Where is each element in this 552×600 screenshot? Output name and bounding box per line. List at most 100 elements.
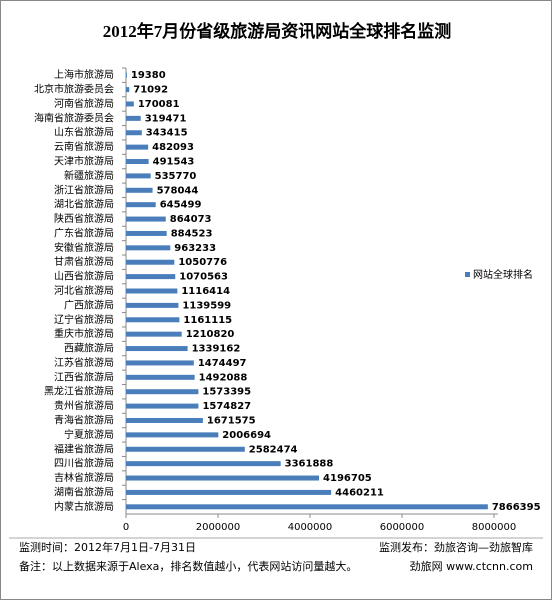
chart-title: 2012年7月份省级旅游局资讯网站全球排名监测	[103, 21, 452, 41]
y-tick-label: 黑龙江省旅游局	[44, 385, 114, 398]
y-tick-label: 江西省旅游局	[54, 370, 114, 383]
value-label: 1339162	[192, 344, 241, 355]
y-tick-label: 浙江省旅游局	[54, 183, 114, 196]
y-tick-label: 宁夏旅游局	[64, 428, 114, 441]
y-tick-label: 安徽省旅游局	[54, 241, 114, 254]
value-label: 491543	[153, 157, 195, 168]
bar	[126, 101, 134, 107]
y-tick-label: 辽宁省旅游局	[54, 313, 114, 326]
bar	[126, 475, 320, 481]
footer-text: 备注：以上数据来源于Alexa，排名数值越小，代表网站访问量越大。	[19, 559, 357, 573]
bar	[126, 461, 281, 467]
value-label: 1139599	[182, 300, 231, 311]
bar	[126, 72, 127, 78]
value-label: 1116414	[181, 286, 230, 297]
bar	[126, 202, 156, 208]
value-label: 1050776	[178, 257, 227, 268]
value-label: 4460211	[335, 487, 384, 498]
value-label: 1574827	[202, 401, 251, 412]
y-tick-label: 贵州省旅游局	[54, 399, 114, 412]
y-tick-label: 青海省旅游局	[54, 413, 114, 426]
bar	[126, 331, 182, 337]
value-label: 4196705	[323, 473, 372, 484]
bar	[126, 274, 176, 280]
footer-text: 劲旅网 www.ctcnn.com	[410, 559, 533, 573]
value-label: 578044	[157, 185, 199, 196]
x-tick-label: 2000000	[196, 522, 241, 533]
value-label: 1161115	[183, 315, 232, 326]
bar	[126, 302, 179, 308]
value-label: 535770	[155, 171, 197, 182]
y-tick-label: 云南省旅游局	[54, 140, 114, 153]
y-tick-label: 湖南省旅游局	[54, 485, 114, 498]
y-tick-label: 海南省旅游委员会	[34, 111, 114, 124]
y-tick-label: 新疆旅游局	[64, 169, 114, 182]
value-label: 2582474	[249, 444, 298, 455]
x-tick-label: 8000000	[472, 522, 517, 533]
value-label: 170081	[138, 99, 180, 110]
legend-swatch	[465, 272, 470, 277]
bar	[126, 504, 488, 510]
value-label: 645499	[160, 200, 202, 211]
y-tick-label: 湖北省旅游局	[54, 198, 114, 211]
y-tick-label: 河南省旅游局	[54, 97, 114, 110]
y-tick-label: 山西省旅游局	[54, 270, 114, 283]
value-label: 2006694	[222, 430, 271, 441]
y-tick-label: 重庆市旅游局	[54, 327, 114, 340]
legend-label: 网站全球排名	[473, 268, 533, 281]
y-tick-label: 北京市旅游委员会	[34, 83, 114, 96]
y-tick-label: 内蒙古旅游局	[54, 500, 114, 513]
bar	[126, 159, 149, 165]
bar	[126, 403, 199, 409]
y-tick-label: 山东省旅游局	[54, 126, 114, 139]
y-tick-label: 西藏旅游局	[64, 342, 114, 355]
bar	[126, 144, 149, 150]
y-tick-label: 上海市旅游局	[54, 68, 114, 81]
value-label: 319471	[145, 113, 187, 124]
bar	[126, 87, 130, 93]
y-tick-label: 广西旅游局	[64, 298, 114, 311]
bar	[126, 259, 175, 265]
value-label: 71092	[133, 85, 168, 96]
bar	[126, 173, 151, 179]
y-tick-label: 福建省旅游局	[54, 442, 114, 455]
value-label: 1210820	[186, 329, 235, 340]
bar	[126, 230, 167, 236]
value-label: 343415	[146, 128, 188, 139]
value-label: 19380	[131, 70, 166, 81]
value-label: 7866395	[492, 502, 541, 513]
bar	[126, 446, 245, 452]
footer-text: 监测时间：2012年7月1日-7月31日	[19, 540, 196, 554]
x-tick-label: 6000000	[380, 522, 425, 533]
y-tick-label: 广东省旅游局	[54, 226, 114, 239]
bar	[126, 317, 180, 323]
bar	[126, 216, 166, 222]
value-label: 1070563	[179, 272, 228, 283]
bar	[126, 187, 153, 193]
value-label: 482093	[152, 142, 194, 153]
bar	[126, 417, 203, 423]
bar	[126, 489, 332, 495]
value-label: 864073	[170, 214, 212, 225]
bar	[126, 432, 219, 438]
y-tick-label: 吉林省旅游局	[54, 471, 114, 484]
bar	[126, 288, 178, 294]
y-tick-label: 四川省旅游局	[54, 457, 114, 470]
x-tick-label: 4000000	[288, 522, 333, 533]
value-label: 963233	[174, 243, 216, 254]
bar	[126, 115, 141, 121]
bar	[126, 130, 142, 136]
value-label: 1492088	[199, 372, 248, 383]
bar	[126, 245, 171, 251]
y-tick-label: 天津市旅游局	[54, 155, 114, 168]
value-label: 884523	[171, 228, 213, 239]
bar	[126, 346, 188, 352]
y-tick-label: 河北省旅游局	[54, 284, 114, 297]
value-label: 1573395	[202, 387, 251, 398]
bar	[126, 389, 199, 395]
y-tick-label: 陕西省旅游局	[54, 212, 114, 225]
value-label: 1671575	[207, 415, 256, 426]
bar	[126, 374, 195, 380]
